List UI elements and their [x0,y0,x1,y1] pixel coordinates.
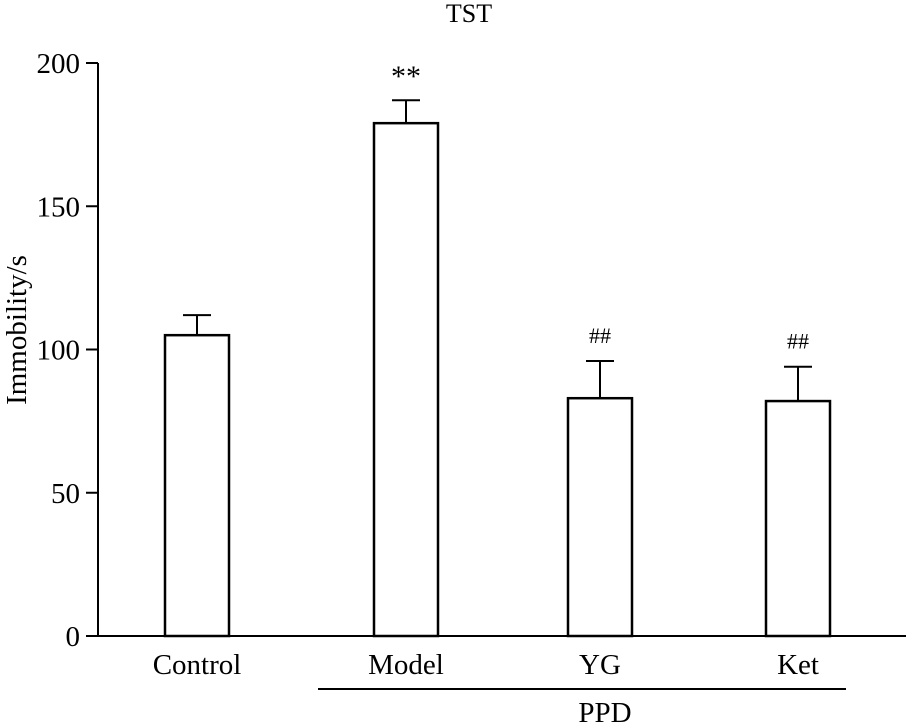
category-labels: Control Model YG Ket [153,649,819,681]
bar-model [372,121,440,638]
bar-control [163,333,231,638]
category-label: Model [368,649,444,681]
category-label: Control [153,649,242,681]
y-tick-label: 100 [37,335,81,367]
category-label: YG [579,649,621,681]
y-tick-label: 0 [66,621,81,653]
group-label: PPD [578,697,631,725]
y-axis-label: Immobility/s [1,255,33,405]
y-tick-label: 50 [51,478,80,510]
y-ticks: 0 50 100 150 200 [37,48,98,653]
y-tick-label: 150 [37,191,81,223]
y-tick-label: 200 [37,48,81,80]
bar-yg [566,396,634,638]
bars: ** ## ## [163,60,832,638]
bar-ket [764,399,832,638]
chart-title: TST [446,0,492,28]
significance-marker: ## [787,329,809,354]
significance-marker: ** [391,60,421,93]
significance-marker: ## [589,323,611,348]
category-label: Ket [777,649,819,681]
